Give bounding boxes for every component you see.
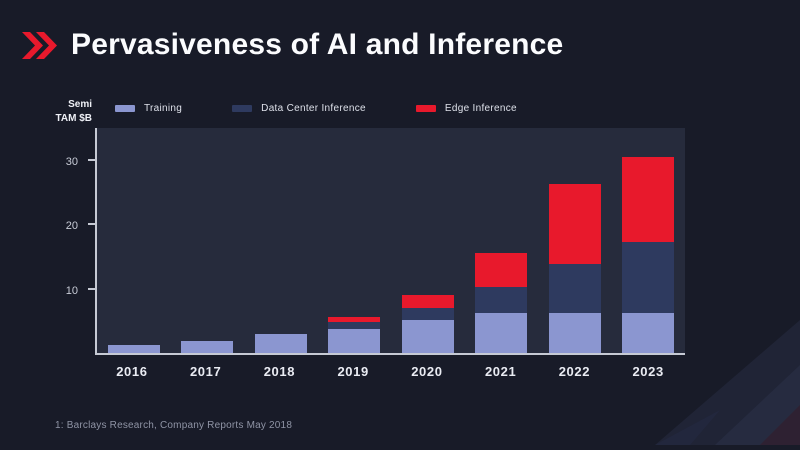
legend-item-edge-inference: Edge Inference (415, 103, 517, 114)
bar-slot (244, 128, 318, 353)
bar-slot (97, 128, 171, 353)
corner-polygon-decoration-icon (570, 285, 800, 450)
bar-segment (401, 308, 454, 320)
legend-item-training: Training (115, 103, 182, 114)
legend-label: Data Center Inference (261, 103, 366, 114)
bar-segment (401, 319, 454, 353)
stacked-bar-2021 (475, 253, 528, 353)
y-axis-tick-labels: 10 20 30 (50, 128, 88, 355)
page-title: Pervasiveness of AI and Inference (71, 28, 564, 61)
bar-slot (391, 128, 465, 353)
bar-segment (475, 253, 528, 287)
stacked-bar-2019 (328, 317, 381, 353)
stacked-bar-2020 (401, 295, 454, 353)
legend-label: Edge Inference (444, 103, 517, 114)
y-axis-tick-mark (88, 159, 95, 162)
bar-segment (622, 156, 675, 242)
data-center-inference-swatch-icon (232, 105, 253, 112)
y-axis-tick-label: 10 (65, 284, 78, 297)
x-axis-label: 2021 (484, 364, 517, 379)
y-axis-tick-label: 20 (65, 220, 78, 233)
bar-segment (328, 317, 381, 323)
x-axis-label: 2018 (263, 364, 296, 379)
slide-header: Pervasiveness of AI and Inference (22, 28, 563, 62)
bar-segment (548, 312, 601, 353)
bar-segment (328, 328, 381, 353)
chart-legend: Training Data Center Inference Edge Infe… (115, 103, 517, 114)
bar-segment (548, 183, 601, 265)
bar-segment (107, 345, 160, 353)
training-swatch-icon (115, 105, 135, 112)
bar-segment (328, 322, 381, 329)
legend-label: Training (144, 103, 183, 114)
bar-segment (622, 312, 675, 353)
bar-segment (622, 241, 675, 313)
x-axis-label: 2020 (411, 364, 443, 379)
legend-item-data-center-inference: Data Center Inference (232, 103, 366, 114)
stacked-bars (97, 128, 685, 353)
stacked-bar-2016 (107, 345, 160, 353)
chart-plot-area (88, 128, 685, 355)
bar-slot (465, 128, 539, 353)
stacked-bar-2023 (622, 156, 675, 353)
bar-segment (548, 264, 601, 313)
stacked-bar-2017 (181, 341, 234, 353)
y-axis-unit-line1: Semi (68, 99, 92, 110)
y-axis-unit-line2: TAM $B (55, 112, 92, 124)
y-axis-unit-label: Semi TAM $B (28, 98, 92, 125)
bar-slot (171, 128, 245, 353)
y-axis-tick-label: 30 (65, 156, 78, 169)
bar-segment (401, 295, 454, 309)
bar-slot (538, 128, 612, 353)
bar-segment (254, 333, 307, 353)
edge-inference-swatch-icon (415, 105, 436, 112)
bar-slot (318, 128, 392, 353)
x-axis-label: 2023 (632, 364, 664, 379)
y-axis-tick-mark (88, 287, 95, 290)
bar-segment (475, 286, 528, 313)
x-axis-label: 2019 (337, 364, 369, 379)
red-double-chevron-icon (22, 31, 58, 59)
x-axis-label: 2022 (558, 364, 591, 379)
x-axis-labels: 2016 2017 2018 2019 2020 2021 2022 2023 (95, 364, 685, 379)
bar-segment (475, 312, 528, 353)
stacked-bar-2022 (548, 183, 601, 353)
y-axis-tick-mark (88, 223, 95, 226)
x-axis-label: 2016 (116, 364, 148, 379)
stacked-bar-2018 (254, 333, 307, 353)
x-axis-label: 2017 (189, 364, 222, 379)
source-footnote: 1: Barclays Research, Company Reports Ma… (55, 420, 293, 431)
bar-segment (181, 341, 234, 353)
bar-slot (612, 128, 686, 353)
